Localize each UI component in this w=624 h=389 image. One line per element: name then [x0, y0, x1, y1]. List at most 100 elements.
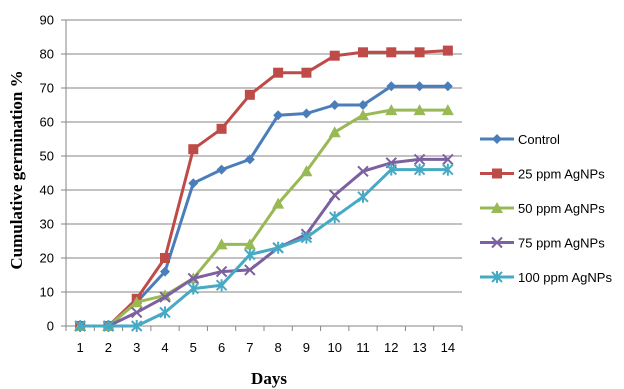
axes	[65, 20, 462, 327]
data-point	[442, 163, 454, 176]
data-point	[414, 47, 425, 58]
data-point	[301, 67, 312, 78]
data-point	[300, 165, 313, 177]
data-point	[130, 296, 143, 308]
data-point	[414, 81, 425, 92]
data-point	[329, 50, 340, 61]
data-point	[357, 190, 369, 203]
x-tick-label: 2	[105, 340, 112, 355]
data-point	[385, 163, 397, 176]
legend-marker	[491, 202, 503, 213]
legend-item: 100 ppm AgNPs	[480, 270, 612, 285]
x-tick-label: 8	[275, 340, 282, 355]
data-point	[215, 279, 228, 292]
data-point	[243, 238, 256, 250]
data-point	[442, 45, 453, 56]
y-tick-label: 60	[40, 115, 54, 130]
x-axis-title: Days	[251, 369, 287, 388]
data-point	[187, 282, 199, 295]
y-tick-label: 10	[40, 285, 54, 300]
data-point	[131, 306, 143, 319]
legend-item: 25 ppm AgNPs	[480, 167, 605, 182]
y-tick-labels: 0 10 20 30 40 50 60 70 80 90	[40, 13, 66, 334]
legend: Control 25 ppm AgNPs 50 ppm AgNPs 75 ppm Ag…	[480, 132, 612, 285]
data-point	[159, 291, 171, 303]
data-point	[102, 320, 115, 332]
data-point	[273, 67, 284, 78]
series-line	[80, 108, 448, 328]
data-point	[187, 272, 199, 285]
data-point	[188, 178, 199, 189]
data-point	[159, 306, 171, 319]
legend-marker	[492, 134, 502, 144]
legend-item: 75 ppm AgNPs	[480, 236, 605, 251]
data-point	[386, 81, 397, 92]
data-point	[216, 123, 227, 134]
data-point	[244, 264, 256, 276]
series-group	[74, 45, 454, 332]
x-tick-label: 10	[327, 340, 341, 355]
data-point	[131, 320, 143, 332]
x-tick-label: 6	[218, 340, 225, 355]
x-tick-label: 1	[77, 340, 84, 355]
data-point	[441, 104, 454, 116]
data-point	[357, 109, 369, 121]
data-point	[273, 110, 284, 121]
series-1	[75, 81, 453, 331]
y-axis-title: Cumulative germination %	[7, 70, 26, 269]
data-point	[413, 153, 426, 166]
data-point	[386, 47, 397, 58]
x-tick-label: 4	[161, 340, 168, 355]
data-point	[188, 144, 199, 155]
legend-marker	[492, 168, 502, 179]
y-tick-label: 20	[40, 251, 54, 266]
data-point	[358, 47, 368, 58]
data-point	[301, 108, 312, 119]
data-point	[329, 189, 341, 201]
legend-marker	[491, 271, 503, 283]
data-point	[358, 100, 368, 110]
data-point	[329, 100, 340, 110]
x-tick-label: 13	[412, 340, 426, 355]
data-point	[300, 231, 313, 244]
data-point	[244, 248, 256, 261]
series-5	[74, 163, 454, 332]
x-tick-label: 14	[441, 340, 455, 355]
data-point	[413, 104, 426, 116]
legend-label: 25 ppm AgNPs	[518, 167, 605, 182]
data-point	[160, 253, 170, 263]
data-point	[272, 197, 285, 209]
x-tick-label: 9	[303, 340, 310, 355]
legend-label: 75 ppm AgNPs	[518, 236, 605, 251]
data-point	[385, 104, 398, 116]
data-point	[442, 81, 453, 92]
y-tick-label: 40	[40, 183, 54, 198]
data-point	[328, 126, 341, 138]
legend-item: Control	[480, 132, 560, 147]
data-point	[272, 241, 284, 254]
legend-label: 50 ppm AgNPs	[518, 201, 605, 216]
gridlines	[66, 19, 462, 293]
y-tick-label: 30	[40, 217, 54, 232]
data-point	[216, 164, 227, 175]
legend-label: Control	[518, 132, 560, 147]
legend-label: 100 ppm AgNPs	[518, 270, 612, 285]
y-tick-label: 50	[40, 149, 54, 164]
legend-marker	[491, 236, 503, 249]
data-point	[244, 89, 255, 100]
data-point	[215, 238, 228, 250]
x-tick-label: 12	[384, 340, 398, 355]
series-line	[80, 157, 448, 328]
data-point	[215, 265, 228, 278]
data-point	[244, 154, 255, 165]
data-point	[413, 163, 426, 176]
legend-item: 50 ppm AgNPs	[480, 201, 605, 216]
data-point	[74, 320, 86, 332]
y-tick-label: 90	[40, 13, 54, 28]
x-tick-labels: 1 2 3 4 5 6 7 8 9 10 11 12 13 14	[65, 326, 463, 355]
data-point	[160, 266, 170, 277]
data-point	[357, 165, 369, 178]
data-point	[329, 211, 341, 224]
data-point	[442, 153, 454, 166]
